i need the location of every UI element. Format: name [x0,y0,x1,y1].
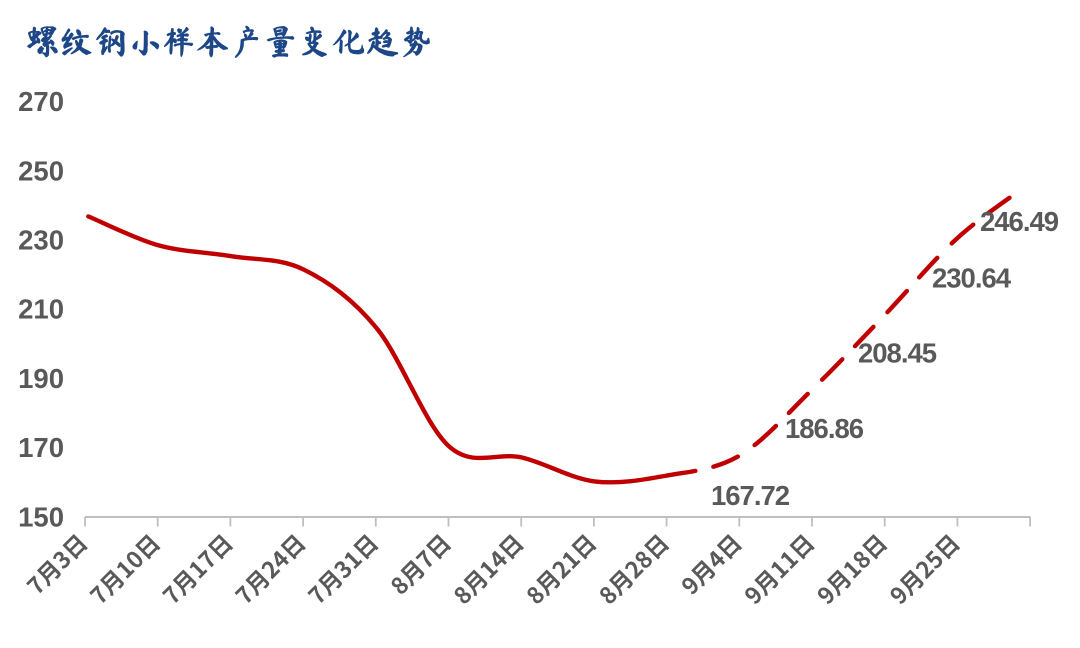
svg-text:230: 230 [18,225,64,256]
svg-text:170: 170 [18,432,64,463]
svg-text:250: 250 [18,155,64,186]
svg-text:190: 190 [18,363,64,394]
svg-text:246.49: 246.49 [980,206,1059,237]
svg-text:230.64: 230.64 [932,263,1012,294]
svg-text:150: 150 [18,501,64,532]
svg-text:208.45: 208.45 [858,338,937,369]
svg-text:167.72: 167.72 [711,480,790,511]
svg-text:210: 210 [18,294,64,325]
svg-text:270: 270 [18,86,64,117]
svg-text:186.86: 186.86 [785,413,864,444]
